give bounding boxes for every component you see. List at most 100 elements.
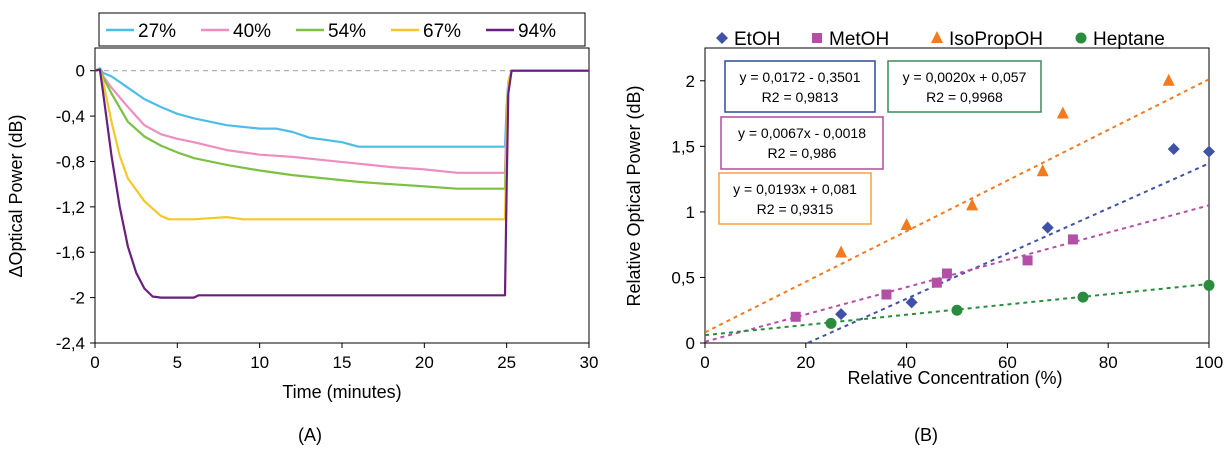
y-tick-label: -2 (70, 289, 85, 308)
legend-label: MetOH (829, 29, 889, 50)
data-point-etoh (1041, 221, 1054, 234)
data-point-isopropoh (900, 218, 913, 230)
equation-box: y = 0,0193x + 0,081 R2 = 0,9315 (718, 172, 872, 225)
r-squared-text: R2 = 0,9968 (926, 89, 1003, 105)
x-tick-label: 15 (333, 353, 352, 372)
panel-b-label: (B) (914, 425, 938, 445)
y-tick-label: -0,8 (56, 152, 85, 171)
x-tick-label: 25 (497, 353, 516, 372)
y-tick-label: -1,2 (56, 198, 85, 217)
equation-box: y = 0,0172 - 0,3501 R2 = 0,9813 (724, 60, 876, 113)
panel-b: 0 20 40 60 80 100 0 0,5 1 1,5 2 Relative Concentr… (624, 29, 1223, 445)
data-point-etoh (1167, 142, 1180, 155)
y-tick-label: 0,5 (671, 268, 695, 287)
x-tick-label: 80 (1099, 353, 1118, 372)
x-tick-label: 5 (173, 353, 182, 372)
data-point-metoh (931, 277, 942, 288)
data-point-isopropoh (1036, 164, 1049, 177)
data-point-metoh (941, 268, 952, 279)
equation-box: y = 0,0020x + 0,057 R2 = 0,9968 (887, 60, 1042, 113)
equation-box-border (718, 172, 872, 225)
x-tick-label: 0 (90, 353, 99, 372)
panel-a-x-ticks: 0 5 10 15 20 25 30 (90, 343, 598, 372)
panel-b-equation-boxes: y = 0,0172 - 0,3501 R2 = 0,9813 y = 0,0020… (718, 60, 1042, 225)
legend-label: Heptane (1093, 29, 1165, 50)
legend-label: 54% (328, 21, 366, 42)
equation-text: y = 0,0020x + 0,057 (903, 69, 1027, 85)
trend-line-etoh (805, 162, 1209, 343)
data-point-heptane (825, 317, 837, 329)
legend-label: 67% (423, 21, 461, 42)
data-point-metoh (1022, 255, 1033, 266)
panel-b-legend: EtOH MetOH IsoPropOH Heptane (716, 29, 1165, 50)
data-point-isopropoh (835, 245, 848, 258)
panel-a-plot-area (94, 47, 590, 344)
series-line-67pct (94, 68, 589, 221)
data-point-heptane (951, 304, 963, 316)
legend-label: 94% (518, 21, 556, 42)
data-point-etoh (905, 296, 918, 309)
panel-b-plot-area (704, 47, 1210, 344)
equation-text: y = 0,0172 - 0,3501 (739, 69, 860, 85)
r-squared-text: R2 = 0,9813 (762, 89, 839, 105)
series-line-27pct (94, 67, 589, 148)
data-point-etoh (835, 308, 848, 321)
equation-text: y = 0,0067x - 0,0018 (738, 125, 866, 141)
panel-a-y-ticks: 0 -0,4 -0,8 -1,2 -1,6 -2 -2,4 (56, 62, 95, 353)
r-squared-text: R2 = 0,986 (768, 145, 837, 161)
x-tick-label: 60 (998, 353, 1017, 372)
x-tick-label: 10 (250, 353, 269, 372)
panel-a-x-axis-label: Time (minutes) (282, 382, 401, 402)
data-point-isopropoh (966, 198, 979, 211)
legend-label: IsoPropOH (949, 29, 1043, 50)
data-point-metoh (881, 289, 892, 300)
legend-marker-etoh (716, 32, 728, 44)
x-tick-label: 20 (796, 353, 815, 372)
legend-marker-isopropoh (931, 31, 943, 43)
data-point-isopropoh (1162, 73, 1175, 86)
equation-box-border (724, 60, 876, 113)
panel-a: 0 5 10 15 20 25 30 0 -0,4 -0,8 -1,2 -1,6 -2 -2,4 Tim… (6, 12, 598, 445)
equation-box: y = 0,0067x - 0,0018 R2 = 0,986 (720, 116, 884, 170)
trend-line-isopropoh (705, 78, 1209, 334)
x-tick-label: 40 (897, 353, 916, 372)
y-tick-label: 2 (686, 72, 695, 91)
legend-label: EtOH (734, 29, 780, 50)
legend-label: 27% (138, 21, 176, 42)
y-tick-label: 1 (686, 203, 695, 222)
data-point-metoh (1067, 234, 1078, 245)
series-line-40pct (94, 68, 589, 174)
equation-text: y = 0,0193x + 0,081 (733, 181, 857, 197)
x-tick-label: 20 (415, 353, 434, 372)
panel-b-y-axis-label: Relative Optical Power (dB) (624, 85, 644, 306)
panel-a-series (94, 67, 589, 299)
panel-b-x-ticks: 0 20 40 60 80 100 (700, 343, 1223, 372)
y-tick-label: -0,4 (56, 107, 85, 126)
panel-b-y-ticks: 0 0,5 1 1,5 2 (671, 72, 705, 353)
x-tick-label: 100 (1195, 353, 1223, 372)
equation-box-border (720, 116, 884, 170)
data-point-isopropoh (1056, 106, 1069, 119)
data-point-heptane (1077, 291, 1089, 303)
y-tick-label: -2,4 (56, 334, 85, 353)
y-tick-label: 0 (686, 334, 695, 353)
panel-b-points (790, 73, 1215, 329)
trend-line-metoh (705, 204, 1209, 343)
y-tick-label: 1,5 (671, 137, 695, 156)
data-point-heptane (1203, 279, 1215, 291)
panel-a-legend-entries: 27% 40% 54% 67% 94% (106, 21, 556, 42)
legend-label: 40% (233, 21, 271, 42)
r-squared-text: R2 = 0,9315 (757, 201, 834, 217)
panel-a-label: (A) (298, 425, 322, 445)
series-line-94pct (94, 68, 589, 299)
legend-marker-metoh (812, 33, 822, 43)
y-tick-label: 0 (76, 62, 85, 81)
legend-marker-heptane (1075, 32, 1087, 44)
data-point-etoh (1203, 145, 1215, 158)
panel-a-legend (98, 12, 586, 47)
y-tick-label: -1,6 (56, 243, 85, 262)
panel-a-y-axis-label: ΔOptical Power (dB) (6, 114, 26, 277)
panel-b-trend-lines (705, 78, 1209, 343)
series-line-54pct (94, 68, 589, 190)
